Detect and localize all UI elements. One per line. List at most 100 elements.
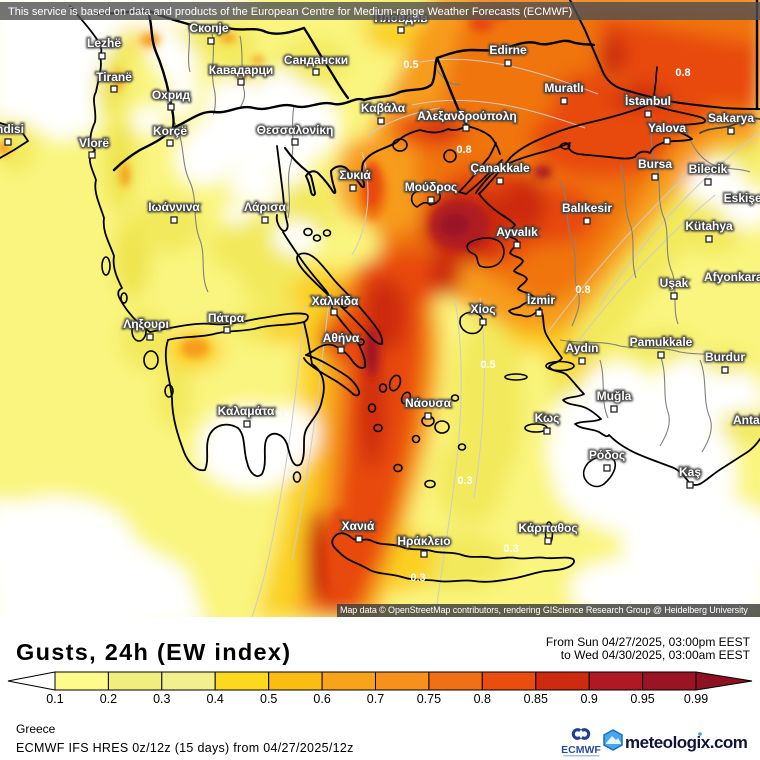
svg-text:Yalova: Yalova: [648, 121, 686, 135]
svg-text:0.5: 0.5: [403, 59, 418, 71]
svg-text:Uşak: Uşak: [660, 276, 689, 290]
svg-text:Pamukkale: Pamukkale: [630, 335, 693, 349]
svg-text:Antal: Antal: [733, 413, 760, 427]
svg-text:Sakarya: Sakarya: [708, 111, 754, 125]
svg-text:Скопје: Скопје: [189, 21, 228, 35]
svg-text:Yalova: Yalova: [648, 121, 686, 135]
svg-text:Αλεξανδρούπολη: Αλεξανδρούπολη: [417, 109, 517, 123]
svg-text:ECMWF: ECMWF: [561, 744, 601, 756]
svg-text:Balıkesir: Balıkesir: [562, 201, 612, 215]
svg-text:Bilecik: Bilecik: [689, 162, 728, 176]
svg-text:Tiranë: Tiranë: [96, 70, 132, 84]
svg-text:Eskişehi: Eskişehi: [724, 191, 760, 205]
svg-text:0.3: 0.3: [503, 543, 518, 555]
svg-text:Afyonkarah: Afyonkarah: [704, 270, 760, 284]
svg-text:Aydın: Aydın: [566, 341, 599, 355]
svg-text:0.75: 0.75: [417, 692, 441, 706]
svg-text:Kütahya: Kütahya: [685, 219, 733, 233]
svg-text:Αθήνα: Αθήνα: [323, 331, 360, 345]
svg-text:Muratlı: Muratlı: [544, 81, 583, 95]
svg-text:Συκιά: Συκιά: [339, 168, 371, 182]
svg-text:Καβάλα: Καβάλα: [361, 101, 406, 115]
svg-text:0.3: 0.3: [457, 475, 472, 487]
svg-text:Ayvalık: Ayvalık: [496, 225, 538, 239]
svg-text:Edirne: Edirne: [489, 43, 527, 57]
svg-text:Korçë: Korçë: [153, 124, 187, 138]
svg-text:Tiranë: Tiranë: [96, 70, 132, 84]
svg-text:Ληξουρι: Ληξουρι: [123, 317, 169, 331]
svg-text:Κως: Κως: [535, 411, 560, 425]
svg-text:0.5: 0.5: [260, 692, 277, 706]
svg-text:Сандански: Сандански: [284, 53, 348, 67]
svg-text:Νάουσα: Νάουσα: [405, 396, 452, 410]
svg-text:Χανιά: Χανιά: [342, 519, 375, 533]
svg-text:Pamukkale: Pamukkale: [630, 335, 693, 349]
svg-text:Burdur: Burdur: [705, 350, 745, 364]
svg-text:0.3: 0.3: [410, 572, 425, 584]
svg-text:Καλαμάτα: Καλαμάτα: [218, 404, 275, 418]
svg-text:0.8: 0.8: [456, 144, 471, 156]
svg-text:Χαλκίδα: Χαλκίδα: [312, 294, 359, 308]
svg-text:Bursa: Bursa: [638, 157, 672, 171]
svg-text:Охрид: Охрид: [152, 88, 191, 102]
svg-text:Καλαμάτα: Καλαμάτα: [218, 404, 275, 418]
svg-text:Θεσσαλονίκη: Θεσσαλονίκη: [257, 123, 334, 137]
svg-text:Θεσσαλονίκη: Θεσσαλονίκη: [257, 123, 334, 137]
svg-text:Çanakkale: Çanakkale: [470, 161, 530, 175]
svg-text:Ιωάννινα: Ιωάννινα: [148, 200, 200, 214]
svg-text:0.8: 0.8: [675, 67, 690, 79]
svg-text:Bilecik: Bilecik: [689, 162, 728, 176]
svg-text:Охрид: Охрид: [152, 88, 191, 102]
svg-text:Αλεξανδρούπολη: Αλεξανδρούπολη: [417, 109, 517, 123]
svg-text:Vlorë: Vlorë: [79, 136, 109, 150]
svg-text:Χίος: Χίος: [471, 302, 496, 316]
svg-text:Balıkesir: Balıkesir: [562, 201, 612, 215]
svg-text:Καβάλα: Καβάλα: [361, 101, 406, 115]
svg-text:Edirne: Edirne: [489, 43, 527, 57]
svg-text:Νάουσα: Νάουσα: [405, 396, 452, 410]
svg-text:Korçë: Korçë: [153, 124, 187, 138]
svg-text:0.9: 0.9: [581, 692, 598, 706]
svg-text:Кавадарци: Кавадарци: [209, 63, 273, 77]
svg-text:Πάτρα: Πάτρα: [208, 311, 245, 325]
svg-text:Ληξουρι: Ληξουρι: [123, 317, 169, 331]
svg-text:Eskişehi: Eskişehi: [724, 191, 760, 205]
svg-text:Συκιά: Συκιά: [339, 168, 371, 182]
svg-text:0.95: 0.95: [630, 692, 654, 706]
svg-text:Кавадарци: Кавадарци: [209, 63, 273, 77]
svg-text:Çanakkale: Çanakkale: [470, 161, 530, 175]
svg-text:Ρόδος: Ρόδος: [589, 448, 625, 462]
svg-text:Afyonkarah: Afyonkarah: [704, 270, 760, 284]
svg-text:ndisi: ndisi: [0, 122, 24, 136]
svg-text:Bursa: Bursa: [638, 157, 672, 171]
svg-text:Πάτρα: Πάτρα: [208, 311, 245, 325]
svg-text:İzmir: İzmir: [527, 292, 555, 307]
svg-text:0.85: 0.85: [524, 692, 548, 706]
svg-text:Λάρισα: Λάρισα: [244, 200, 286, 214]
svg-text:ndisi: ndisi: [0, 122, 24, 136]
svg-text:meteologix.com: meteologix.com: [625, 733, 748, 752]
svg-text:Lezhë: Lezhë: [87, 36, 121, 50]
svg-text:Ηράκλειο: Ηράκλειο: [397, 534, 450, 548]
svg-text:Muratlı: Muratlı: [544, 81, 583, 95]
svg-text:Ρόδος: Ρόδος: [589, 448, 625, 462]
svg-text:0.2: 0.2: [100, 692, 117, 706]
svg-text:0.7: 0.7: [367, 692, 384, 706]
svg-text:İstanbul: İstanbul: [625, 93, 671, 108]
svg-text:Uşak: Uşak: [660, 276, 689, 290]
svg-text:Κάρπαθος: Κάρπαθος: [518, 521, 577, 535]
svg-text:0.1: 0.1: [46, 692, 63, 706]
svg-text:0.5: 0.5: [480, 359, 495, 371]
svg-text:Aydın: Aydın: [566, 341, 599, 355]
svg-text:Χίος: Χίος: [471, 302, 496, 316]
svg-text:Χανιά: Χανιά: [342, 519, 375, 533]
svg-text:Скопје: Скопје: [189, 21, 228, 35]
svg-text:Κάρπαθος: Κάρπαθος: [518, 521, 577, 535]
svg-text:İzmir: İzmir: [527, 292, 555, 307]
svg-text:0.99: 0.99: [684, 692, 708, 706]
svg-text:0.3: 0.3: [153, 692, 170, 706]
svg-text:Lezhë: Lezhë: [87, 36, 121, 50]
svg-text:İstanbul: İstanbul: [625, 93, 671, 108]
svg-text:Ayvalık: Ayvalık: [496, 225, 538, 239]
svg-text:Kaş: Kaş: [679, 465, 701, 479]
